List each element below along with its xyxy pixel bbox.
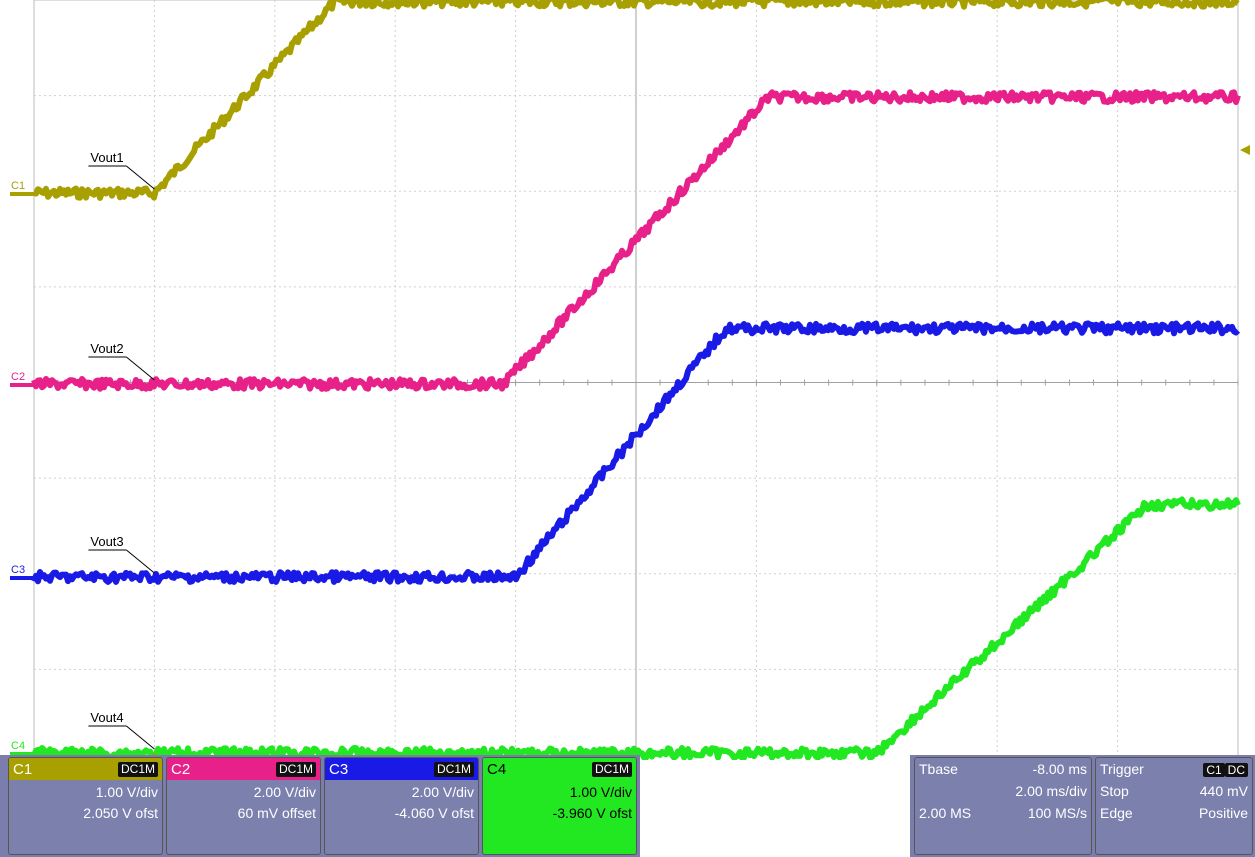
trace-vout2	[31, 89, 1241, 392]
trigger-label: Trigger	[1100, 761, 1144, 777]
channel-marker-label: C4	[11, 740, 25, 752]
scope-display: C1 C2 C3 C4 Vout1 Vout2 Vout3 Vout4	[10, 0, 1250, 760]
trace-label: Vout4	[90, 710, 123, 725]
channel-coupling: DC1M	[591, 761, 632, 777]
channel-panel-c1[interactable]: C1 DC1M 1.00 V/div 2.050 V ofst	[8, 757, 163, 855]
channel-offset: 2.050 V ofst	[83, 805, 158, 821]
channel-offset: 60 mV offset	[237, 805, 316, 821]
trigger-coupling-tag: DC	[1224, 763, 1248, 777]
label-leader	[126, 549, 155, 574]
trigger-slope: Positive	[1198, 805, 1248, 821]
trigger-type: Edge	[1100, 805, 1133, 821]
channel-panel-c3[interactable]: C3 DC1M 2.00 V/div -4.060 V ofst	[324, 757, 479, 855]
channel-marker-c3[interactable]	[10, 576, 34, 580]
channel-marker-label: C2	[11, 371, 25, 383]
timebase-panel[interactable]: Tbase -8.00 ms 2.00 ms/div 2.00 MS 100 MS/…	[914, 757, 1092, 855]
channel-offset: -4.060 V ofst	[394, 805, 474, 821]
timebase-label: Tbase	[919, 761, 958, 777]
channel-offset: -3.960 V ofst	[552, 805, 632, 821]
channel-marker-c1[interactable]	[10, 192, 34, 196]
trigger-mode: Stop	[1100, 783, 1129, 799]
channel-marker-label: C3	[11, 564, 25, 576]
trace-labels: Vout1 Vout2 Vout3 Vout4	[88, 150, 155, 750]
timebase-per-div: 2.00 ms/div	[1015, 783, 1087, 799]
channel-name: C1	[13, 760, 33, 778]
trace-label: Vout2	[90, 341, 123, 356]
channel-panel-c4[interactable]: C4 DC1M 1.00 V/div -3.960 V ofst	[482, 757, 637, 855]
channel-coupling: DC1M	[117, 761, 158, 777]
channel-scale: 2.00 V/div	[253, 784, 316, 800]
channel-coupling: DC1M	[275, 761, 316, 777]
channel-name: C3	[329, 760, 349, 778]
label-leader	[126, 165, 155, 190]
trigger-level: 440 mV	[1199, 783, 1248, 799]
timebase-rate: 100 MS/s	[1027, 805, 1087, 821]
channel-name: C4	[487, 760, 507, 778]
timebase-delay: -8.00 ms	[1032, 761, 1087, 777]
label-leader	[126, 725, 155, 750]
trigger-panel[interactable]: Trigger C1 DC Stop 440 mV Edge Positive	[1095, 757, 1253, 855]
trace-vout1	[33, 0, 1240, 201]
channel-name: C2	[171, 760, 191, 778]
label-leader	[126, 356, 155, 381]
trace-vout3	[31, 320, 1241, 585]
timebase-samples: 2.00 MS	[919, 805, 972, 821]
channel-scale: 1.00 V/div	[95, 784, 158, 800]
trigger-level-marker[interactable]	[1240, 145, 1250, 155]
channel-coupling: DC1M	[433, 761, 474, 777]
channel-scale: 2.00 V/div	[411, 784, 474, 800]
channel-marker-c2[interactable]	[10, 383, 34, 387]
channel-panel-c2[interactable]: C2 DC1M 2.00 V/div 60 mV offset	[166, 757, 321, 855]
trigger-source-tag: C1	[1203, 763, 1225, 777]
trace-label: Vout3	[90, 534, 123, 549]
channel-scale: 1.00 V/div	[569, 784, 632, 800]
channel-marker-label: C1	[11, 180, 25, 192]
trace-label: Vout1	[90, 150, 123, 165]
channel-markers: C1 C2 C3 C4	[10, 145, 1250, 760]
grid	[33, 0, 1239, 760]
